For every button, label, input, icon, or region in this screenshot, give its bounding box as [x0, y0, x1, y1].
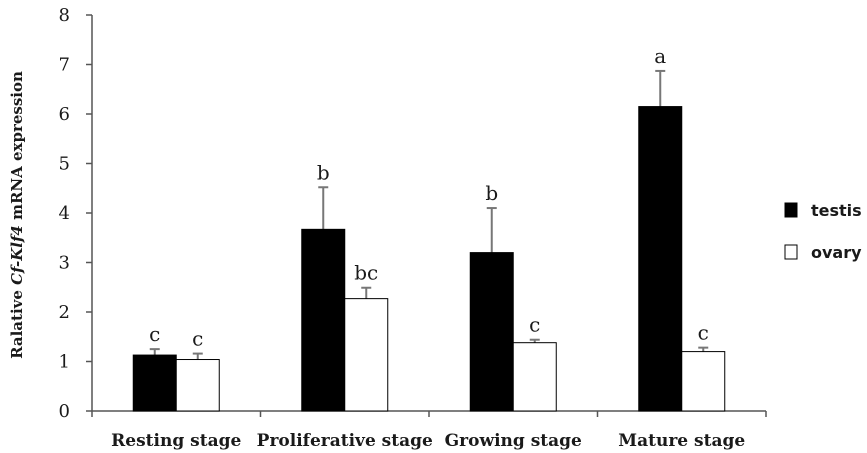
y-tick-label: 0	[59, 401, 70, 422]
legend-label-testis: testis	[811, 201, 862, 220]
y-tick-label: 7	[59, 55, 70, 76]
legend-swatch-testis	[784, 202, 798, 218]
significance-label: a	[654, 44, 666, 68]
y-tick-label: 6	[59, 104, 70, 125]
bar-testis	[301, 228, 346, 412]
significance-label: b	[317, 160, 330, 184]
x-category-label: Resting stage	[111, 431, 241, 451]
significance-label: c	[698, 321, 709, 345]
significance-label: c	[192, 327, 203, 351]
significance-label: bc	[354, 261, 378, 285]
y-tick-label: 1	[59, 352, 70, 373]
y-tick-label: 4	[59, 203, 70, 224]
y-tick-label: 3	[59, 253, 70, 274]
bar-ovary	[175, 359, 220, 412]
y-tick-label: 8	[59, 5, 70, 26]
legend: testis ovary	[784, 201, 862, 262]
bar-ovary	[512, 342, 557, 412]
bar-ovary	[681, 351, 726, 412]
x-category-label: Proliferative stage	[257, 431, 433, 451]
y-tick-label: 2	[59, 302, 70, 323]
y-ticks: 0 1 2 3 4 5 6 7 8	[59, 5, 92, 422]
x-category-label: Mature stage	[618, 431, 745, 451]
legend-label-ovary: ovary	[811, 243, 862, 262]
x-category-label: Growing stage	[445, 431, 582, 451]
significance-label: b	[485, 181, 498, 205]
legend-swatch-ovary	[784, 244, 798, 260]
significance-label: c	[529, 313, 540, 337]
y-axis-title: Ralative Cf-Klf4 mRNA expression	[8, 71, 26, 359]
bar-ovary	[344, 298, 389, 412]
x-ticks: Resting stage Proliferative stage Growing …	[91, 411, 767, 451]
bars: c b b a c bc c c	[132, 44, 726, 412]
bar-testis	[132, 354, 177, 412]
bar-testis	[469, 252, 514, 412]
bar-testis	[638, 106, 683, 412]
y-tick-label: 5	[59, 154, 70, 175]
significance-label: c	[149, 322, 160, 346]
